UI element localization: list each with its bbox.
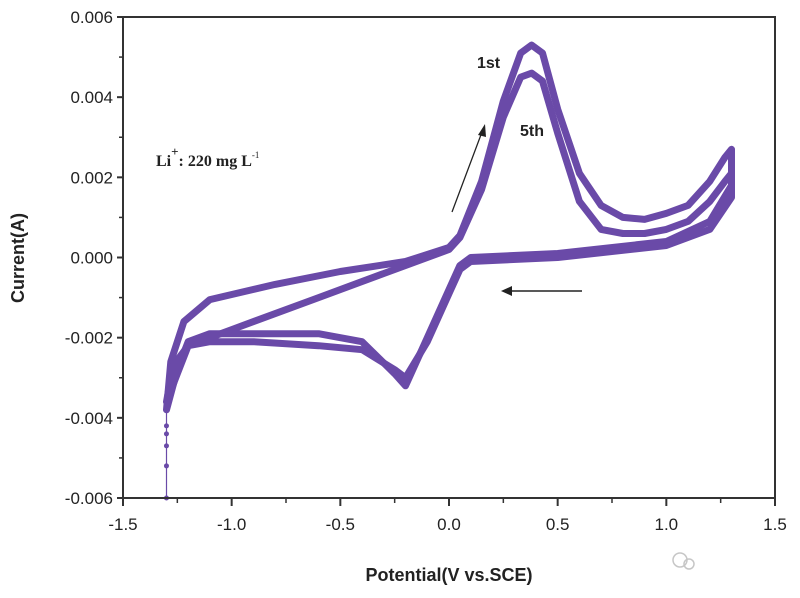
x-axis: -1.5 -1.0 -0.5 0.0 0.5 1.0 1.5: [108, 498, 787, 534]
data-point: [163, 443, 169, 449]
watermark-logo: [672, 552, 695, 570]
label-5th: 5th: [520, 123, 544, 140]
series-5th: [163, 69, 735, 406]
y-tick-label: 0.000: [70, 249, 113, 268]
y-axis: 0.006 0.004 0.002 0.000 -0.002 -0.004 -0.006: [65, 8, 123, 508]
y-axis-title: Current(A): [8, 213, 28, 303]
plot-frame: [122, 16, 776, 499]
x-tick-label: 1.0: [655, 515, 679, 534]
curves: [163, 41, 735, 501]
concentration-annotation: Li+: 220 mg L-1: [156, 144, 259, 170]
x-tick-label: 0.5: [546, 515, 570, 534]
data-point: [163, 407, 169, 413]
x-tick-label: 0.0: [437, 515, 461, 534]
data-point: [163, 431, 169, 437]
x-tick-label: -0.5: [326, 515, 355, 534]
data-point: [163, 463, 169, 469]
x-tick-label: 1.5: [763, 515, 787, 534]
arrow-forward-scan: [451, 124, 486, 213]
y-tick-label: -0.002: [65, 329, 113, 348]
svg-text:Li+: 220 mg L-1: Li+: 220 mg L-1: [156, 144, 259, 170]
data-point: [163, 423, 169, 429]
x-tick-label: -1.5: [108, 515, 137, 534]
label-1st: 1st: [477, 55, 501, 72]
y-tick-label: -0.006: [65, 489, 113, 508]
y-tick-label: 0.002: [70, 168, 113, 187]
x-axis-title: Potential(V vs.SCE): [365, 565, 532, 585]
concentration-text: : 220 mg L: [179, 153, 252, 170]
exponent: -1: [252, 150, 260, 160]
charge: +: [171, 144, 178, 159]
y-tick-label: -0.004: [65, 409, 113, 428]
series-1st: [163, 41, 735, 414]
species: Li: [156, 153, 172, 170]
x-tick-label: -1.0: [217, 515, 246, 534]
arrow-reverse-scan: [501, 286, 582, 296]
y-tick-label: 0.006: [70, 8, 113, 27]
y-tick-label: 0.004: [70, 88, 113, 107]
